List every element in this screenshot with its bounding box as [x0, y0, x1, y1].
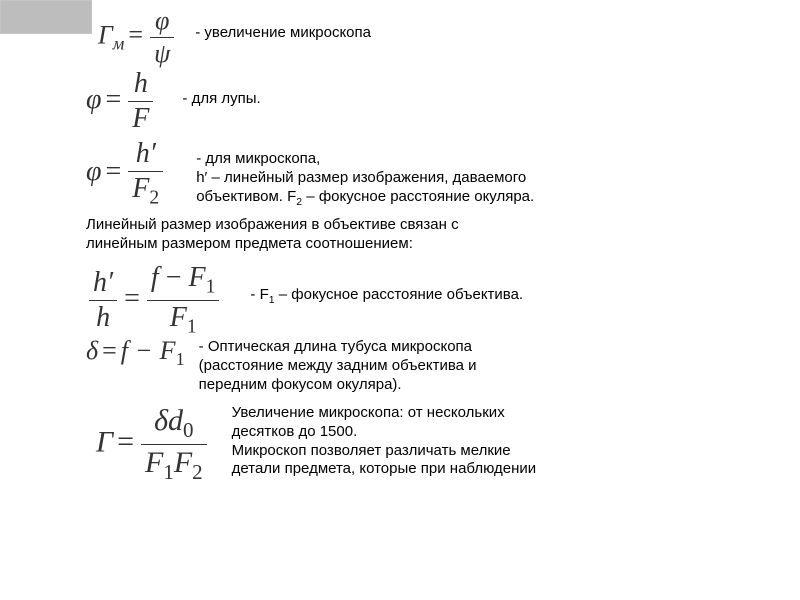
- formula-6: Г=δd0F1F2: [96, 404, 210, 485]
- f5-lhs: δ: [86, 336, 98, 365]
- para1-l2: линейным размером предмета соотношением:: [86, 235, 459, 254]
- f6-num-a: δ: [154, 404, 168, 437]
- f6-num-b-sub: 0: [183, 418, 194, 442]
- f6-caption-l3: Микроскоп позволяет различать мелкие: [232, 442, 537, 461]
- formula-1: Гм=φψ: [98, 6, 177, 69]
- sidebar-stub: [0, 0, 92, 34]
- f3-den-sub: 2: [149, 188, 159, 209]
- formula-4-caption: - F1 – фокусное расстояние объектива.: [250, 286, 523, 307]
- f3-den: F: [132, 173, 149, 204]
- f5-rhs-b: F: [160, 336, 176, 365]
- f6-den-a: F: [145, 446, 163, 479]
- f4-rnum-b: F: [189, 262, 206, 293]
- page: Гм=φψ - увеличение микроскопа φ=hF - для…: [0, 0, 800, 600]
- formula-2: φ=hF: [86, 68, 156, 135]
- formula-3: φ=h′F2: [86, 138, 166, 210]
- f4-rnum-op: −: [166, 262, 182, 293]
- f2-num: h: [128, 68, 153, 101]
- formula-5-row: δ=f − F1 - Оптическая длина тубуса микро…: [86, 336, 477, 394]
- f5-rhs-a: f: [121, 336, 128, 365]
- formula-1-row: Гм=φψ - увеличение микроскопа: [98, 6, 371, 69]
- formula-6-row: Г=δd0F1F2 Увеличение микроскопа: от неск…: [96, 404, 536, 485]
- formula-6-caption: Увеличение микроскопа: от нескольких дес…: [232, 404, 537, 479]
- f4-caption-b: – фокусное расстояние объектива.: [275, 286, 524, 303]
- f5-rhs-b-sub: 1: [176, 349, 185, 369]
- f4-caption-a: - F: [250, 286, 268, 303]
- formula-2-row: φ=hF - для лупы.: [86, 68, 261, 135]
- f6-den-b: F: [174, 446, 192, 479]
- paragraph-1: Линейный размер изображения в объективе …: [86, 216, 459, 254]
- f6-caption-l1: Увеличение микроскопа: от нескольких: [232, 404, 537, 423]
- f1-den: ψ: [150, 37, 174, 69]
- f4-rnum-b-sub: 1: [206, 277, 216, 298]
- f6-caption-l4: детали предмета, которые при наблюдении: [232, 460, 537, 479]
- f5-caption-l1: - Оптическая длина тубуса микроскопа: [199, 338, 477, 357]
- f3-caption-l3-cont: – фокусное расстояние окуляра.: [302, 188, 534, 205]
- f2-lhs: φ: [86, 84, 102, 115]
- f1-lhs-sub: м: [113, 34, 125, 54]
- f6-lhs: Г: [96, 425, 113, 458]
- f1-lhs: Г: [98, 20, 113, 49]
- f6-den-a-sub: 1: [163, 460, 174, 484]
- f3-lhs: φ: [86, 156, 102, 187]
- formula-5: δ=f − F1: [86, 336, 185, 370]
- formula-5-caption: - Оптическая длина тубуса микроскопа (ра…: [199, 338, 477, 394]
- formula-1-caption: - увеличение микроскопа: [195, 24, 371, 43]
- f3-num: h′: [128, 138, 163, 171]
- f4-rden-sub: 1: [187, 316, 197, 337]
- formula-2-caption: - для лупы.: [182, 90, 260, 109]
- f3-caption-l1: - для микроскопа,: [196, 150, 534, 169]
- f4-rnum-a: f: [151, 262, 159, 293]
- f1-num: φ: [150, 6, 174, 37]
- f3-caption-l3-wrap: объективом. F2 – фокусное расстояние оку…: [196, 188, 534, 209]
- formula-3-row: φ=h′F2 - для микроскопа, h′ – линейный р…: [86, 138, 534, 210]
- f4-lden: h: [89, 300, 117, 334]
- formula-4: h′h=f − F1F1: [86, 262, 222, 338]
- f5-rhs-op: −: [135, 336, 154, 365]
- f4-lnum: h′: [89, 267, 117, 300]
- f6-num-b: d: [168, 404, 183, 437]
- f6-den-b-sub: 2: [192, 460, 203, 484]
- f3-caption-l3: объективом. F: [196, 188, 296, 205]
- f6-caption-l2: десятков до 1500.: [232, 423, 537, 442]
- f2-den: F: [128, 101, 153, 135]
- f5-caption-l3: передним фокусом окуляра).: [199, 376, 477, 395]
- f3-caption-l2: h′ – линейный размер изображения, даваем…: [196, 169, 534, 188]
- f4-rden: F: [170, 302, 187, 333]
- f5-caption-l2: (расстояние между задним объектива и: [199, 357, 477, 376]
- para1-l1: Линейный размер изображения в объективе …: [86, 216, 459, 235]
- formula-3-caption: - для микроскопа, h′ – линейный размер и…: [196, 150, 534, 209]
- formula-4-row: h′h=f − F1F1 - F1 – фокусное расстояние …: [86, 262, 523, 338]
